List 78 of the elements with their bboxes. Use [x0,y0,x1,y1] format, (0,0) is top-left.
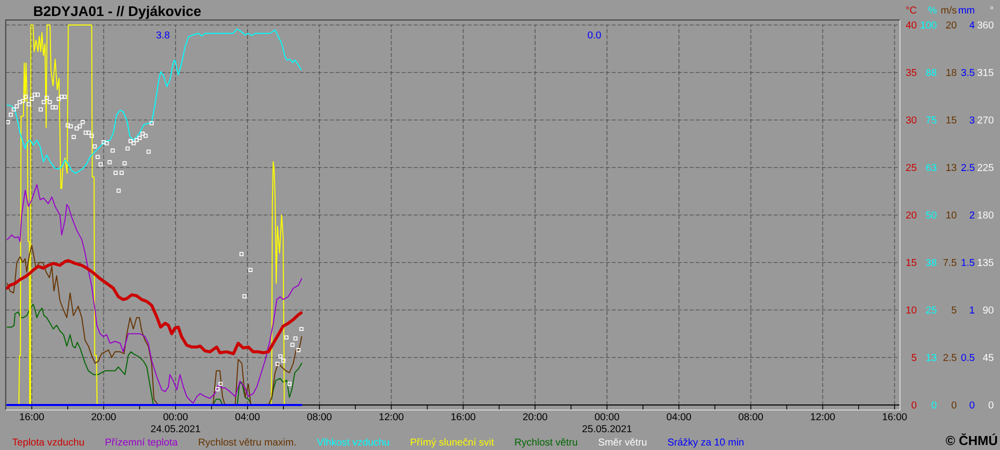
y2-tick-label: 45 [982,354,994,361]
y3-tick-label: 2.5 [943,354,956,362]
x-tick-label: 16:00 [20,413,44,420]
text: Přímý sluneční svit [410,438,494,448]
line-series [6,259,303,356]
y-tick-label: 1.5 [962,259,974,266]
y2-tick-label: 135 [978,258,994,266]
line-series [6,28,302,174]
y2-tick-label: 270 [978,116,994,124]
y-tick-label: 25 [906,164,916,172]
y2-tick-label: 0 [932,401,936,409]
y2-tick-label: 0 [988,401,994,409]
annotation: 0.0 [588,31,601,39]
y-tick-label: 35 [906,68,916,76]
text: Vlhkost vzduchu [316,438,389,446]
y-tick-label: 5 [912,354,916,361]
y2-tick-label: 315 [978,68,994,76]
y-tick-label: 15 [906,259,916,266]
text: Rychlost větru [515,438,578,448]
x-tick-label: 08:00 [738,413,763,420]
x-tick-label: 20:00 [523,413,548,420]
y3-tick-label: 7.5 [943,259,956,266]
text: Teplota vzduchu [12,438,84,448]
y-tick-label: 1 [970,306,974,314]
x-tick-label: 12:00 [810,413,835,420]
y-tick-label: 0 [912,401,916,409]
y3-tick-label: 15 [946,116,956,124]
x-tick-label: 20:00 [92,413,116,420]
y-tick-label: 20 [906,211,916,219]
x-tick-label: 04:00 [235,413,260,420]
y-tick-label: 0.5 [961,354,974,362]
y2-tick-label: 63 [926,164,936,172]
y-tick-label: 3.5 [961,68,974,76]
chart-title: B2DYJA01 - // Dyjákovice [34,6,201,19]
y2-tick-label: 360 [978,21,994,29]
y-tick-label: 2.5 [961,164,974,172]
y-tick-label: 30 [906,116,916,124]
y2-tick-label: 13 [926,354,936,362]
y2-tick-label: 75 [926,116,936,124]
y-tick-label: 10 [906,306,916,314]
y3-tick-label: 20 [946,21,956,29]
annotation: 3.8 [156,31,170,39]
y2-tick-label: 90 [983,306,994,314]
y2-tick-label: 38 [926,258,936,266]
y3-axis-title: m/s [941,6,956,14]
y3-tick-label: 0 [952,401,956,409]
x-tick-label: 16:00 [451,413,476,420]
y-axis-title: mm [958,8,974,14]
x-tick-label: 00:00 25.05.2021 [582,413,632,432]
y2-tick-label: 225 [978,164,994,172]
text: Rychlost větru maxim. [198,438,296,448]
text: © ČHMÚ [946,433,998,446]
y-axis-title: °C [906,6,916,14]
x-tick-label: 12:00 [380,413,404,420]
y-tick-label: 0 [970,401,974,409]
y2-axis-title: ° [990,6,994,10]
y-tick-label: 3 [970,116,974,124]
line-series [6,244,302,406]
y-tick-label: 4 [969,22,975,28]
y-tick-label: 40 [906,21,916,29]
y2-tick-label: 25 [926,306,936,314]
x-tick-label: 04:00 [666,413,692,420]
y2-tick-label: 88 [926,68,936,76]
y3-tick-label: 18 [946,68,956,76]
y2-tick-label: 100 [920,21,936,29]
text: Srážky za 10 min [668,438,744,448]
text: Směr větru [598,438,646,446]
x-tick-label: 00:00 24.05.2021 [151,413,200,432]
x-tick-label: 16:00 [882,413,907,420]
y2-tick-label: 180 [978,211,994,219]
y3-tick-label: 10 [946,211,956,219]
y3-tick-label: 5 [952,306,956,314]
y2-axis-title: % [928,6,936,14]
text: Přízemní teplota [106,438,178,448]
y-tick-label: 2 [970,212,974,218]
y3-tick-label: 13 [946,164,956,172]
x-tick-label: 08:00 [307,413,332,420]
y2-tick-label: 50 [926,211,936,219]
